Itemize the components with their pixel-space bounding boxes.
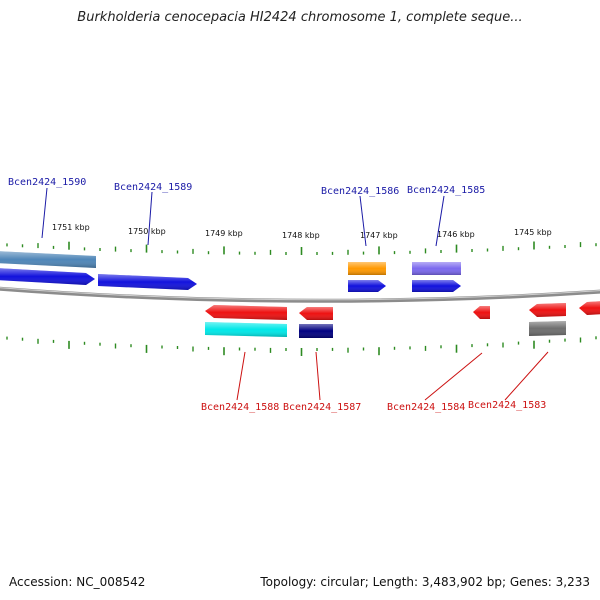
chromosome-backbone-highlight xyxy=(0,287,600,301)
leader-line-1586 xyxy=(359,195,367,247)
map-title: Burkholderia cenocepacia HI2424 chromoso… xyxy=(77,10,523,25)
topology-summary: Topology: circular; Length: 3,483,902 bp… xyxy=(260,575,590,589)
gene-label-1589[interactable]: Bcen2424_1589 xyxy=(114,182,192,193)
gene-label-1588[interactable]: Bcen2424_1588 xyxy=(201,402,279,413)
leader-line-1589 xyxy=(147,191,153,246)
leader-line-1583 xyxy=(504,351,549,401)
forward-strand-features xyxy=(0,251,461,292)
kbp-label-1750: 1750 kbp xyxy=(128,227,166,236)
kbp-label-1746: 1746 kbp xyxy=(437,230,475,239)
chromosome-backbone xyxy=(0,286,600,303)
reverse-strand-features xyxy=(205,301,600,338)
forward-leader-lines xyxy=(41,187,445,247)
gene-label-1587[interactable]: Bcen2424_1587 xyxy=(283,402,361,413)
gene-label-1590[interactable]: Bcen2424_1590 xyxy=(8,177,86,188)
leader-line-1584 xyxy=(424,352,483,401)
lower-tick-ruler xyxy=(6,336,597,356)
leader-line-1587 xyxy=(315,351,321,401)
gene-label-1584[interactable]: Bcen2424_1584 xyxy=(387,402,465,413)
kbp-label-1749: 1749 kbp xyxy=(205,229,243,238)
upper-tick-ruler xyxy=(6,241,597,255)
gene-label-1586[interactable]: Bcen2424_1586 xyxy=(321,186,399,197)
gene-label-1583[interactable]: Bcen2424_1583 xyxy=(468,400,546,411)
leader-line-1590 xyxy=(41,187,48,239)
kbp-label-1751: 1751 kbp xyxy=(52,223,90,232)
gene-label-1585[interactable]: Bcen2424_1585 xyxy=(407,185,485,196)
kbp-label-1745: 1745 kbp xyxy=(514,228,552,237)
accession-text: Accession: NC_008542 xyxy=(9,575,146,589)
leader-line-1588 xyxy=(236,351,246,401)
kbp-label-1747: 1747 kbp xyxy=(360,231,398,240)
reverse-leader-lines xyxy=(236,351,549,401)
leader-line-1585 xyxy=(435,195,445,247)
kbp-label-1748: 1748 kbp xyxy=(282,231,320,240)
